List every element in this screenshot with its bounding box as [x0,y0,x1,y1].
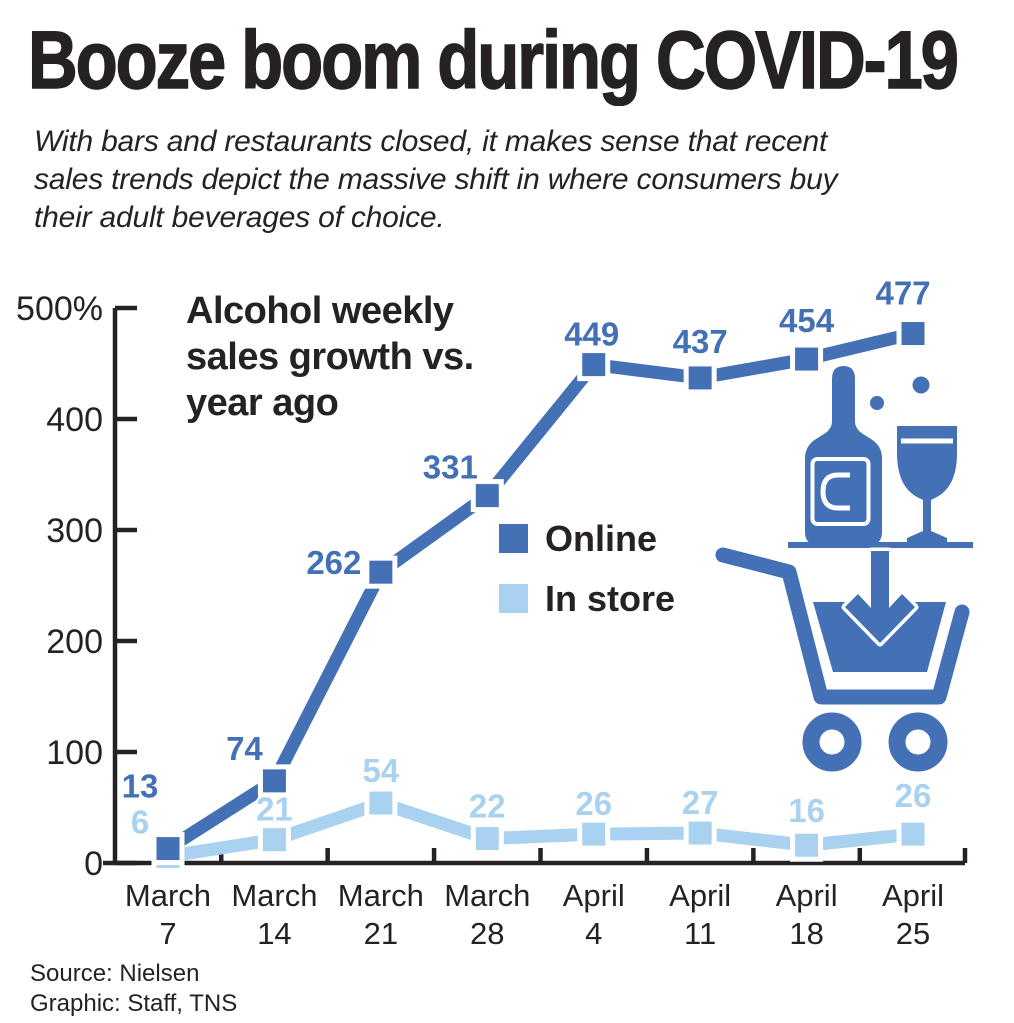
data-point-in_store-5 [683,816,717,850]
data-point-in_store-3 [470,822,504,856]
data-point-online-6 [790,342,824,376]
data-point-in_store-4 [577,817,611,851]
y-tick-label: 400 [46,401,103,439]
chart-title-line-2: sales growth vs. [186,336,474,378]
value-label-in_store-3: 22 [469,788,506,825]
legend-swatch-online [499,524,528,553]
value-label-in_store-4: 26 [575,785,612,822]
shopping-cart-icon [715,547,970,705]
x-tick-label-month-3: March [444,878,530,913]
data-point-online-5 [683,361,717,395]
value-label-online-5: 437 [673,323,728,360]
chart-title-line-1: Alcohol weekly [186,290,454,332]
data-point-in_store-1 [257,823,291,857]
bubble-dot [912,376,930,394]
x-tick-label-month-4: April [563,878,625,913]
x-tick-label-month-2: March [338,878,424,913]
page-title: Booze boom during COVID-19 [27,15,959,106]
legend-label-online: Online [545,518,657,559]
y-tick-label: 300 [46,512,103,550]
subtitle-line-1: With bars and restaurants closed, it mak… [34,125,828,158]
x-tick-label-day-1: 14 [257,916,291,951]
value-label-online-7: 477 [875,275,930,312]
subtitle-line-3: their adult beverages of choice. [34,201,445,234]
value-label-online-1: 74 [226,730,263,767]
x-tick-label-month-1: March [231,878,317,913]
cart-wheel [802,712,862,772]
series-line-online [164,327,915,855]
data-point-in_store-7 [896,817,930,851]
alcohol-delivery-illustration [715,366,973,772]
x-tick-label-month-5: April [669,878,731,913]
legend-label-in_store: In store [545,578,675,619]
value-label-in_store-5: 27 [682,784,719,821]
value-label-in_store-2: 54 [363,752,400,789]
y-tick-label: 500% [16,290,103,328]
value-label-online-2: 262 [306,544,361,581]
y-tick-label: 100 [46,734,103,772]
subtitle-line-2: sales trends depict the massive shift in… [34,163,838,196]
data-point-online-7 [896,317,930,351]
data-point-online-4 [577,348,611,382]
x-tick-label-day-6: 18 [789,916,823,951]
data-point-online-3 [470,479,504,513]
value-label-online-4: 449 [564,316,619,353]
cart-wheel [888,712,948,772]
credit-line: Graphic: Staff, TNS [30,990,238,1017]
y-tick-label: 200 [46,623,103,661]
bubble-dot [870,396,884,410]
value-label-online-3: 331 [423,449,478,486]
data-point-online-2 [364,555,398,589]
wine-glass-icon [897,426,957,545]
x-tick-label-month-6: April [776,878,838,913]
x-tick-label-day-3: 28 [470,916,504,951]
data-point-online-1 [257,764,291,798]
x-tick-label-month-7: April [882,878,944,913]
source-credit: Source: Nielsen Graphic: Staff, TNS [30,959,237,1019]
y-tick-label: 0 [84,845,103,883]
value-label-in_store-1: 21 [256,791,293,828]
value-label-online-0: 13 [122,768,159,805]
x-tick-label-day-5: 11 [684,916,716,951]
chart-title-line-3: year ago [186,382,338,424]
series-line-in_store [166,796,914,863]
down-arrow-icon [841,547,919,647]
data-point-in_store-2 [364,786,398,820]
value-label-in_store-6: 16 [788,792,825,829]
x-tick-label-day-7: 25 [896,916,930,951]
value-label-in_store-0: 6 [131,803,149,840]
data-point-online-0 [151,832,185,866]
x-tick-label-day-4: 4 [585,916,602,951]
source-line: Source: Nielsen [30,960,200,987]
data-point-in_store-6 [790,828,824,862]
bottle-label-glyph [820,472,850,511]
x-tick-label-day-2: 21 [364,916,398,951]
page-subtitle: With bars and restaurants closed, it mak… [34,123,984,237]
value-label-online-6: 454 [779,302,835,339]
value-label-in_store-7: 26 [895,777,932,814]
x-tick-label-month-0: March [125,878,211,913]
x-tick-label-day-0: 7 [159,916,176,951]
bottle-label [810,457,871,526]
legend-swatch-in_store [499,584,528,613]
